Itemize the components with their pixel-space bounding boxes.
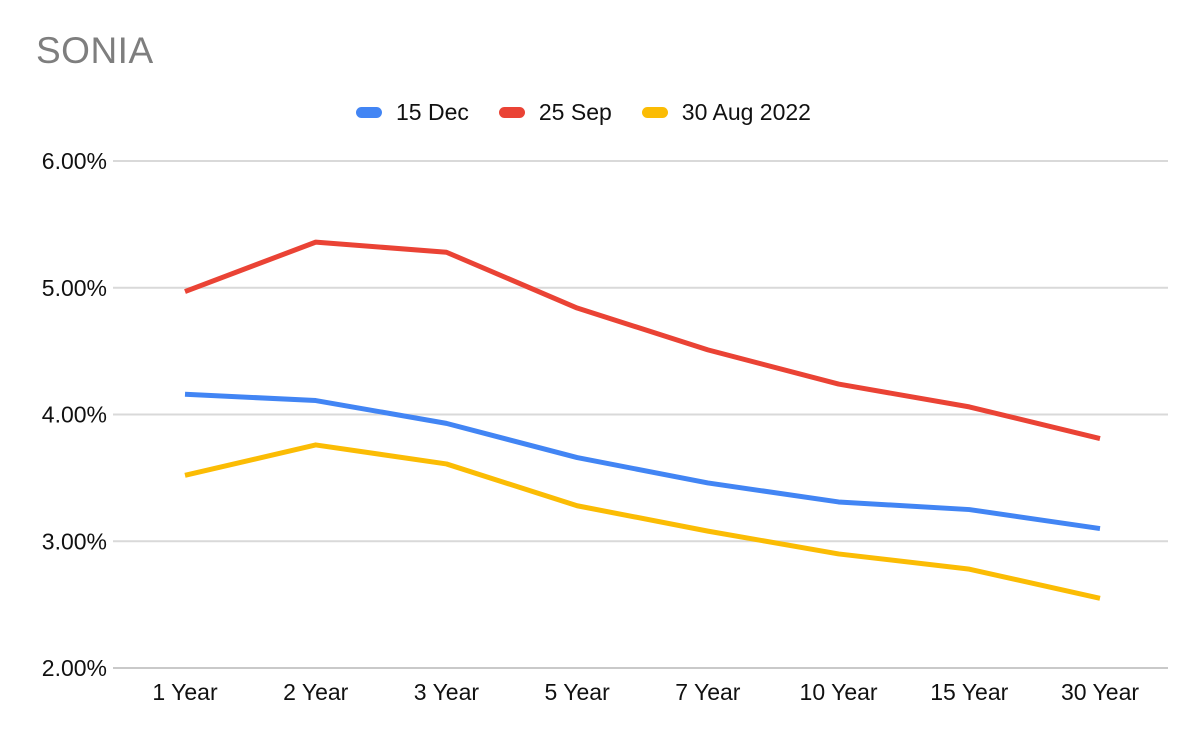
x-axis-tick-label: 10 Year xyxy=(800,679,878,705)
x-axis-tick-label: 1 Year xyxy=(152,679,218,705)
y-axis-tick-label: 3.00% xyxy=(42,528,107,554)
x-axis-tick-label: 3 Year xyxy=(414,679,480,705)
y-axis-tick-label: 2.00% xyxy=(42,655,107,681)
legend-swatch-blue-icon xyxy=(356,107,382,118)
x-axis-tick-label: 30 Year xyxy=(1061,679,1139,705)
chart-title: SONIA xyxy=(36,30,154,71)
legend-item-30-aug-2022: 30 Aug 2022 xyxy=(641,99,811,126)
legend-label: 30 Aug 2022 xyxy=(681,99,811,125)
y-axis-tick-label: 5.00% xyxy=(42,275,107,301)
x-axis-tick-label: 15 Year xyxy=(930,679,1008,705)
y-axis-tick-label: 4.00% xyxy=(42,402,107,428)
series-line-25-sep xyxy=(184,239,1101,442)
legend-swatch-yellow-icon xyxy=(641,107,668,118)
chart-legend: 15 Dec 25 Sep 30 Aug 2022 xyxy=(356,99,811,126)
series-line-30-aug-2022 xyxy=(184,442,1101,601)
x-axis-tick-label: 5 Year xyxy=(545,679,611,705)
y-axis-tick-label: 6.00% xyxy=(42,148,107,174)
legend-swatch-red-icon xyxy=(498,107,525,118)
x-axis-tick-label: 7 Year xyxy=(675,679,741,705)
legend-item-15-dec: 15 Dec xyxy=(356,99,469,126)
x-axis-tick-label: 2 Year xyxy=(283,679,349,705)
legend-label: 25 Sep xyxy=(538,99,612,125)
series-line-15-dec xyxy=(184,391,1101,532)
legend-item-25-sep: 25 Sep xyxy=(498,99,612,126)
legend-label: 15 Dec xyxy=(396,99,469,125)
